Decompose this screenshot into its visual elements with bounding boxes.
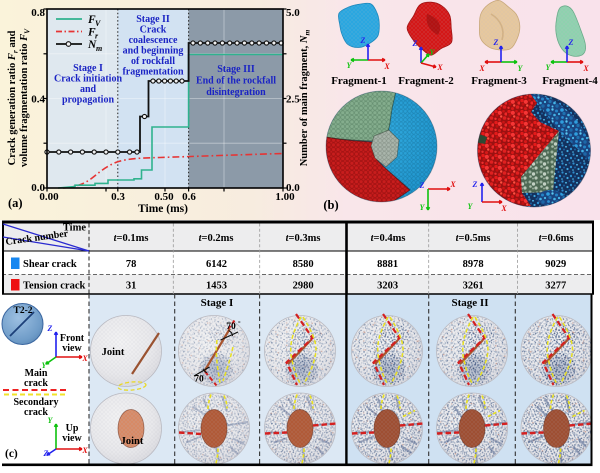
svg-text:3277: 3277 bbox=[545, 281, 566, 292]
svg-text:coalescence: coalescence bbox=[129, 35, 178, 46]
svg-text:t=0.3ms: t=0.3ms bbox=[286, 233, 321, 244]
svg-text:Number of main fragment, Nm: Number of main fragment, Nm bbox=[299, 30, 312, 167]
svg-text:Z: Z bbox=[47, 324, 53, 333]
svg-text:t=0.5ms: t=0.5ms bbox=[456, 233, 491, 244]
svg-text:Crack generation ratio Fr and: Crack generation ratio Fr and bbox=[7, 30, 20, 165]
svg-text:9029: 9029 bbox=[545, 259, 566, 270]
svg-text:Crack initiation: Crack initiation bbox=[54, 74, 122, 85]
svg-text:Crack: Crack bbox=[140, 25, 167, 36]
svg-text:(b): (b) bbox=[323, 198, 338, 212]
svg-text:6142: 6142 bbox=[206, 259, 227, 270]
svg-text:Fragment-1: Fragment-1 bbox=[331, 75, 387, 87]
svg-text:1453: 1453 bbox=[206, 281, 227, 292]
svg-text:X: X bbox=[478, 64, 485, 73]
svg-text:X: X bbox=[582, 64, 589, 73]
svg-text:31: 31 bbox=[126, 281, 137, 292]
svg-text:crack: crack bbox=[24, 407, 48, 418]
svg-text:X: X bbox=[436, 63, 443, 72]
svg-text:Shear crack: Shear crack bbox=[23, 259, 77, 270]
svg-text:Joint: Joint bbox=[102, 347, 125, 358]
svg-text:of rockfall: of rockfall bbox=[131, 56, 175, 67]
svg-text:Stage II: Stage II bbox=[136, 14, 170, 25]
svg-text:3261: 3261 bbox=[463, 281, 484, 292]
svg-text:8580: 8580 bbox=[293, 259, 314, 270]
svg-text:T2-2: T2-2 bbox=[14, 306, 33, 316]
svg-text:Z: Z bbox=[412, 39, 418, 48]
svg-text:Fragment-4: Fragment-4 bbox=[542, 75, 598, 87]
svg-text:X: X bbox=[81, 354, 88, 363]
svg-text:t=0.2ms: t=0.2ms bbox=[199, 233, 234, 244]
svg-text:Z: Z bbox=[360, 36, 366, 45]
svg-text:t=0.4ms: t=0.4ms bbox=[371, 233, 406, 244]
svg-text:78: 78 bbox=[126, 259, 137, 270]
svg-text:crack: crack bbox=[24, 378, 48, 389]
svg-text:End of the rockfall: End of the rockfall bbox=[196, 76, 276, 87]
svg-text:propagation: propagation bbox=[62, 95, 114, 106]
svg-text:X: X bbox=[81, 446, 88, 455]
svg-text:Z: Z bbox=[419, 181, 425, 190]
svg-text:Z: Z bbox=[568, 38, 574, 47]
svg-text:and: and bbox=[80, 84, 97, 95]
svg-text:view: view bbox=[62, 343, 82, 354]
svg-text:(a): (a) bbox=[8, 196, 23, 210]
svg-text:X: X bbox=[383, 62, 390, 71]
svg-text:°: ° bbox=[238, 320, 241, 327]
svg-text:and beginning: and beginning bbox=[123, 46, 184, 57]
svg-text:Tension crack: Tension crack bbox=[23, 281, 85, 292]
svg-text:X: X bbox=[500, 204, 507, 213]
svg-text:(c): (c) bbox=[5, 448, 18, 460]
svg-text:Joint: Joint bbox=[121, 436, 144, 447]
svg-text:V: V bbox=[95, 19, 101, 28]
svg-text:Time (ms): Time (ms) bbox=[138, 203, 188, 215]
svg-text:Stage III: Stage III bbox=[217, 64, 255, 75]
svg-text:0.4: 0.4 bbox=[31, 94, 45, 106]
svg-text:Stage I: Stage I bbox=[201, 297, 234, 309]
svg-text:0.6: 0.6 bbox=[182, 191, 196, 203]
svg-text:disintegration: disintegration bbox=[206, 87, 266, 98]
svg-text:t=0.6ms: t=0.6ms bbox=[539, 233, 574, 244]
svg-text:Stage I: Stage I bbox=[73, 63, 103, 74]
svg-text:view: view bbox=[62, 433, 82, 444]
svg-text:5.0: 5.0 bbox=[286, 7, 300, 19]
svg-text:8881: 8881 bbox=[377, 259, 398, 270]
svg-text:volume fragmentation ratio FV: volume fragmentation ratio FV bbox=[19, 28, 32, 167]
svg-text:Z: Z bbox=[472, 180, 478, 189]
svg-text:Fragment-3: Fragment-3 bbox=[471, 75, 527, 87]
svg-text:Z: Z bbox=[493, 38, 499, 47]
svg-text:8978: 8978 bbox=[463, 259, 484, 270]
svg-text:3203: 3203 bbox=[377, 281, 398, 292]
svg-text:0.8: 0.8 bbox=[31, 7, 45, 19]
svg-text:Fragment-2: Fragment-2 bbox=[398, 75, 454, 87]
svg-text:fragmentation: fragmentation bbox=[122, 67, 184, 78]
svg-text:70: 70 bbox=[226, 322, 236, 332]
svg-text:m: m bbox=[96, 44, 102, 53]
svg-text:0.3: 0.3 bbox=[111, 191, 125, 203]
svg-text:0.50: 0.50 bbox=[154, 191, 174, 203]
svg-text:Stage II: Stage II bbox=[452, 297, 489, 309]
svg-text:2980: 2980 bbox=[293, 281, 314, 292]
svg-text:t=0.1ms: t=0.1ms bbox=[114, 233, 149, 244]
svg-text:X: X bbox=[449, 180, 456, 189]
svg-text:0.00: 0.00 bbox=[39, 191, 59, 203]
svg-text:70: 70 bbox=[194, 375, 204, 385]
svg-text:1.00: 1.00 bbox=[275, 191, 295, 203]
svg-text:Z: Z bbox=[43, 449, 49, 458]
